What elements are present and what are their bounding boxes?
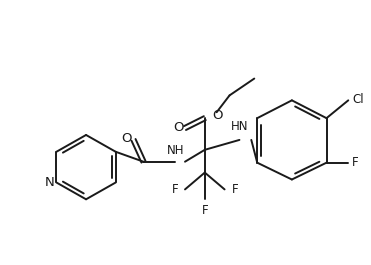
Text: O: O [173,121,183,134]
Text: Cl: Cl [352,93,364,106]
Text: NH: NH [167,144,185,157]
Text: HN: HN [231,120,248,133]
Text: F: F [232,183,238,196]
Text: F: F [352,156,359,169]
Text: F: F [201,204,208,217]
Text: O: O [213,109,223,122]
Text: N: N [45,176,55,189]
Text: O: O [121,132,132,145]
Text: F: F [171,183,178,196]
